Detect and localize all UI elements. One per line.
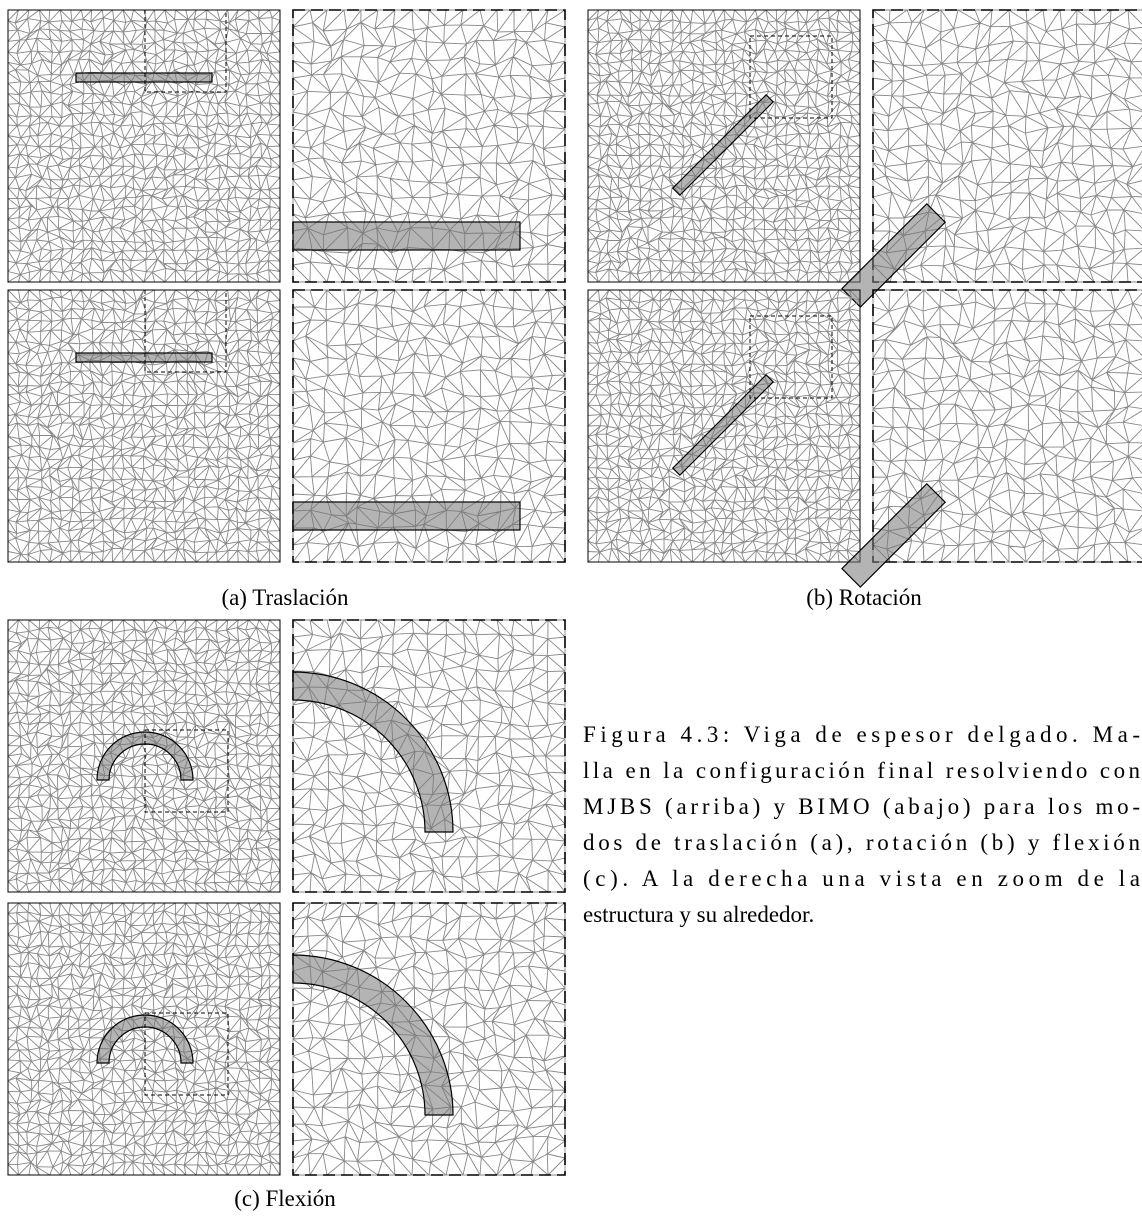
mesh bbox=[8, 620, 280, 892]
subcaption: (b) Rotación bbox=[806, 585, 922, 610]
structure bbox=[293, 955, 453, 1115]
subcaption: (c) Flexión bbox=[234, 1186, 336, 1211]
caption-line: dos de traslación (a), rotación (b) y fl… bbox=[583, 830, 1141, 855]
caption-line: Figura 4.3: Viga de espesor delgado. Ma- bbox=[583, 722, 1140, 747]
caption-line: MJBS (arriba) y BIMO (abajo) para los mo… bbox=[583, 794, 1140, 819]
caption: Figura 4.3: Viga de espesor delgado. Ma-… bbox=[583, 722, 1141, 927]
caption-line: lla en la configuración final resolviend… bbox=[583, 758, 1141, 783]
structure bbox=[76, 73, 212, 82]
structure bbox=[673, 95, 773, 195]
caption-line: (c). A la derecha una vista en zoom de l… bbox=[583, 866, 1140, 891]
structure bbox=[293, 502, 520, 530]
mesh bbox=[8, 903, 280, 1175]
mesh bbox=[8, 10, 280, 282]
figure: (a) Traslación (b) Rotación (c) Flexión … bbox=[0, 0, 1142, 1221]
caption-line: estructura y su alrededor. bbox=[583, 902, 814, 927]
structure bbox=[293, 222, 520, 250]
mesh bbox=[8, 290, 280, 562]
subcaption: (a) Traslación bbox=[221, 585, 349, 610]
structure bbox=[76, 353, 212, 362]
